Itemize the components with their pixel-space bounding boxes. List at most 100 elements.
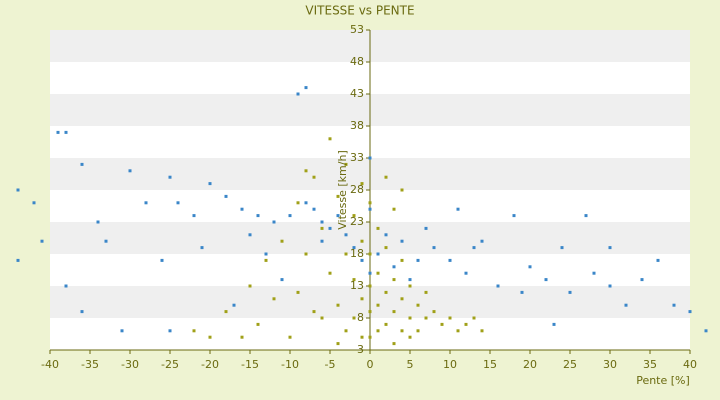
- y-tick-label: 48: [350, 55, 364, 68]
- scatter-point: [456, 207, 460, 211]
- scatter-point: [344, 162, 348, 166]
- scatter-point: [360, 335, 364, 339]
- scatter-point: [344, 252, 348, 256]
- scatter-point: [656, 258, 660, 262]
- scatter-point: [296, 201, 300, 205]
- scatter-point: [328, 137, 332, 141]
- scatter-point: [360, 258, 364, 262]
- scatter-point: [384, 290, 388, 294]
- scatter-point: [384, 246, 388, 250]
- scatter-point: [352, 246, 356, 250]
- scatter-point: [336, 214, 340, 218]
- x-tick-label: -25: [161, 358, 179, 371]
- scatter-point: [248, 233, 252, 237]
- scatter-point: [472, 246, 476, 250]
- scatter-point: [160, 258, 164, 262]
- scatter-point: [360, 182, 364, 186]
- scatter-point: [336, 303, 340, 307]
- scatter-point: [80, 310, 84, 314]
- scatter-point: [368, 156, 372, 160]
- scatter-point: [360, 239, 364, 243]
- scatter-point: [272, 297, 276, 301]
- scatter-point: [368, 271, 372, 275]
- x-tick-label: 25: [563, 358, 577, 371]
- scatter-point: [464, 322, 468, 326]
- scatter-point: [288, 214, 292, 218]
- scatter-point: [480, 329, 484, 333]
- scatter-point: [192, 329, 196, 333]
- y-tick-label: 43: [350, 87, 364, 100]
- scatter-point: [608, 246, 612, 250]
- scatter-point: [400, 188, 404, 192]
- y-tick-label: 53: [350, 23, 364, 36]
- x-tick-label: -40: [41, 358, 59, 371]
- x-tick-label: 10: [443, 358, 457, 371]
- x-tick-label: 40: [683, 358, 697, 371]
- scatter-point: [520, 290, 524, 294]
- x-tick-label: -30: [121, 358, 139, 371]
- scatter-point: [360, 297, 364, 301]
- y-tick-label: 13: [350, 279, 364, 292]
- scatter-point: [208, 182, 212, 186]
- scatter-point: [128, 169, 132, 173]
- scatter-point: [640, 278, 644, 282]
- scatter-point: [296, 92, 300, 96]
- scatter-point: [400, 258, 404, 262]
- scatter-point: [104, 239, 108, 243]
- scatter-point: [552, 322, 556, 326]
- scatter-point: [592, 271, 596, 275]
- scatter-point: [144, 201, 148, 205]
- scatter-point: [344, 233, 348, 237]
- y-tick-label: 33: [350, 151, 364, 164]
- scatter-point: [384, 175, 388, 179]
- x-tick-label: -35: [81, 358, 99, 371]
- x-tick-label: -15: [241, 358, 259, 371]
- scatter-point: [416, 329, 420, 333]
- x-tick-label: 15: [483, 358, 497, 371]
- scatter-point: [320, 220, 324, 224]
- x-tick-label: 35: [643, 358, 657, 371]
- scatter-point: [408, 278, 412, 282]
- scatter-point: [176, 201, 180, 205]
- scatter-point: [296, 290, 300, 294]
- scatter-point: [304, 86, 308, 90]
- scatter-point: [368, 284, 372, 288]
- scatter-point: [328, 226, 332, 230]
- scatter-point: [256, 322, 260, 326]
- scatter-point: [264, 258, 268, 262]
- scatter-point: [312, 175, 316, 179]
- scatter-point: [608, 284, 612, 288]
- scatter-point: [352, 316, 356, 320]
- scatter-point: [344, 329, 348, 333]
- scatter-point: [416, 258, 420, 262]
- scatter-point: [400, 239, 404, 243]
- scatter-point: [64, 130, 68, 134]
- scatter-point: [408, 335, 412, 339]
- x-tick-label: 30: [603, 358, 617, 371]
- scatter-point: [392, 310, 396, 314]
- scatter-point: [192, 214, 196, 218]
- x-tick-label: 0: [367, 358, 374, 371]
- scatter-point: [688, 310, 692, 314]
- scatter-point: [432, 310, 436, 314]
- scatter-point: [512, 214, 516, 218]
- scatter-point: [392, 278, 396, 282]
- scatter-point: [376, 271, 380, 275]
- scatter-point: [240, 335, 244, 339]
- scatter-point: [392, 265, 396, 269]
- scatter-point: [432, 246, 436, 250]
- scatter-point: [408, 284, 412, 288]
- scatter-point: [440, 322, 444, 326]
- scatter-point: [376, 329, 380, 333]
- scatter-point: [264, 252, 268, 256]
- scatter-point: [224, 194, 228, 198]
- scatter-point: [480, 239, 484, 243]
- y-axis-label: Vitesse [km/h]: [336, 150, 349, 230]
- scatter-point: [368, 335, 372, 339]
- x-axis-label: Pente [%]: [636, 374, 690, 387]
- scatter-point: [416, 303, 420, 307]
- scatter-point: [352, 214, 356, 218]
- scatter-point: [304, 201, 308, 205]
- scatter-point: [448, 258, 452, 262]
